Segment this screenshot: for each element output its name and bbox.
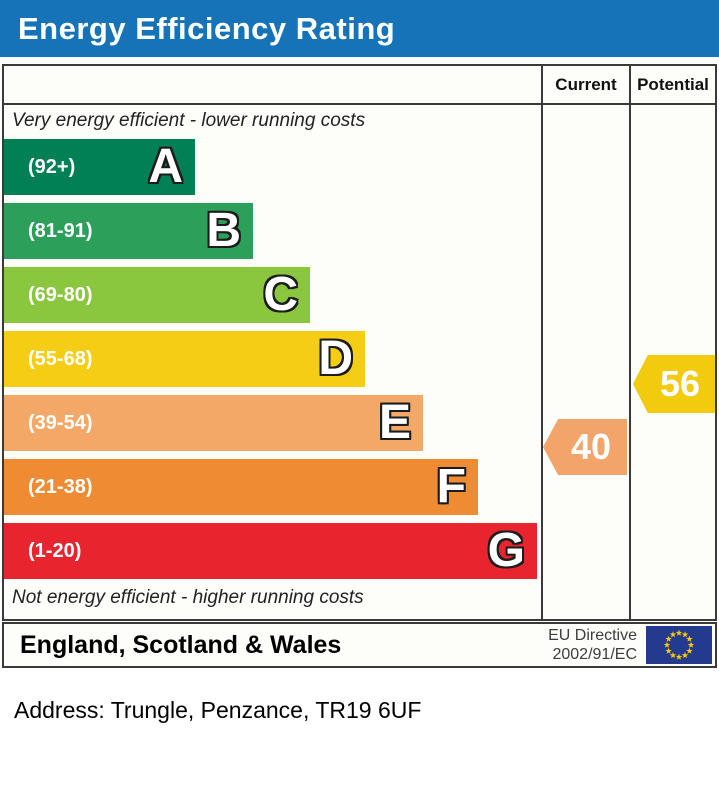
eu-flag-icon xyxy=(646,626,712,664)
top-note: Very energy efficient - lower running co… xyxy=(12,110,366,131)
region-label: England, Scotland & Wales xyxy=(20,630,342,659)
band-b: (81-91) B xyxy=(4,203,253,259)
band-d: (55-68) D xyxy=(4,331,365,387)
energy-rating-chart: Current Potential Very energy efficient … xyxy=(2,64,717,621)
band-d-range: (55-68) xyxy=(28,347,93,370)
current-arrow: 40 xyxy=(543,419,627,475)
current-value: 40 xyxy=(570,426,612,467)
band-a-letter: A xyxy=(148,140,183,193)
band-d-letter: D xyxy=(318,332,353,385)
band-g-letter: G xyxy=(487,524,525,577)
eu-directive-label: EU Directive 2002/91/EC xyxy=(548,626,637,664)
band-b-range: (81-91) xyxy=(28,219,93,242)
band-a-range: (92+) xyxy=(28,155,76,178)
band-e-range: (39-54) xyxy=(28,411,93,434)
footer-bar: England, Scotland & Wales EU Directive 2… xyxy=(2,622,717,668)
band-c-letter: C xyxy=(263,268,298,321)
band-b-letter: B xyxy=(206,204,241,257)
bottom-note: Not energy efficient - higher running co… xyxy=(12,587,364,608)
current-column-divider xyxy=(541,66,543,619)
band-e-letter: E xyxy=(378,396,411,449)
address-line: Address: Trungle, Penzance, TR19 6UF xyxy=(14,697,422,723)
page-title: Energy Efficiency Rating xyxy=(18,10,396,46)
band-f: (21-38) F xyxy=(4,459,478,515)
potential-column-divider xyxy=(629,66,631,619)
current-column-header: Current xyxy=(555,74,617,94)
potential-value: 56 xyxy=(659,363,701,404)
band-c-range: (69-80) xyxy=(28,283,93,306)
band-g: (1-20) G xyxy=(4,523,537,579)
potential-column-header: Potential xyxy=(637,74,709,94)
band-f-letter: F xyxy=(436,460,466,513)
band-c: (69-80) C xyxy=(4,267,310,323)
band-f-range: (21-38) xyxy=(28,475,93,498)
eu-directive-line1: EU Directive xyxy=(548,627,637,644)
band-a: (92+) A xyxy=(4,139,195,195)
header-underline xyxy=(4,103,715,105)
title-bar: Energy Efficiency Rating xyxy=(0,0,719,57)
band-g-range: (1-20) xyxy=(28,539,82,562)
eu-directive-line2: 2002/91/EC xyxy=(552,646,637,663)
potential-arrow: 56 xyxy=(633,355,715,413)
band-e: (39-54) E xyxy=(4,395,423,451)
